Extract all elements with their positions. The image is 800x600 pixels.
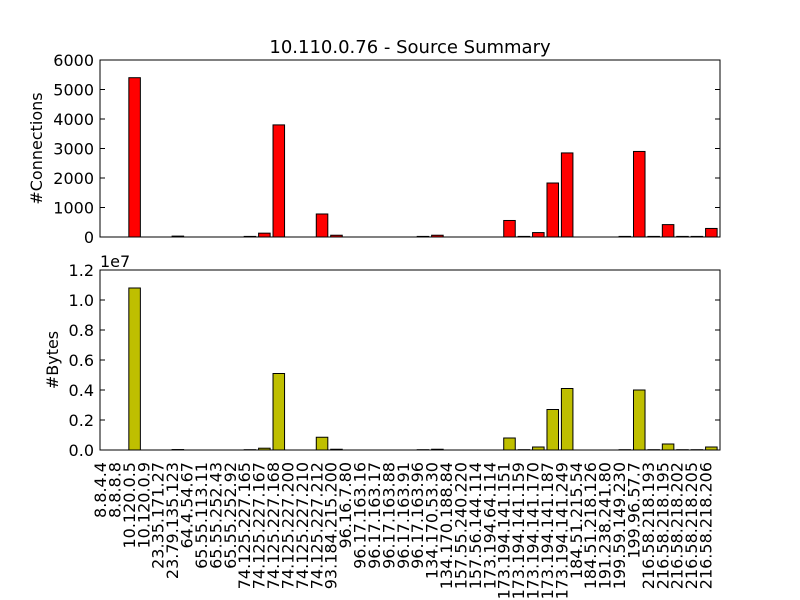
x-tick-label: 23.35.171.27 [149, 462, 168, 569]
x-tick-label: 173.194.141.187 [538, 462, 557, 599]
bar [546, 182, 560, 238]
y-tick-label: 4000 [53, 110, 94, 129]
x-tick-label: 173.194.141.249 [552, 462, 571, 599]
bar [661, 224, 675, 238]
x-tick-label: 173.194.141.170 [524, 462, 543, 599]
bar [128, 287, 141, 451]
bar [560, 388, 574, 451]
x-tick-label: 65.55.252.92 [221, 462, 240, 569]
y-tick-label: 1.2 [69, 261, 94, 280]
x-tick-label: 96.17.163.91 [394, 462, 413, 569]
bar [632, 150, 646, 238]
x-tick-label: 199.59.149.230 [610, 462, 629, 589]
bar [503, 219, 516, 238]
bar [560, 152, 574, 238]
x-tick-label: 65.55.113.11 [192, 462, 211, 569]
x-tick-label: 8.8.4.4 [91, 462, 110, 518]
x-tick-label: 216.58.218.193 [639, 462, 658, 589]
x-tick-label: 74.125.227.212 [307, 462, 326, 589]
x-tick-label: 216.58.218.205 [682, 462, 701, 589]
x-tick-label: 93.184.215.200 [322, 462, 341, 589]
y-tick-label: 3000 [53, 140, 94, 159]
y-tick-label: 0.4 [69, 381, 94, 400]
x-tick-label: 216.58.218.195 [653, 462, 672, 589]
x-tick-label: 96.17.163.96 [408, 462, 427, 569]
x-tick-label: 134.170.53.30 [423, 462, 442, 579]
x-tick-label: 216.58.218.202 [668, 462, 687, 589]
y-tick-label: 1.0 [69, 291, 94, 310]
x-tick-label: 173.194.141.159 [509, 462, 528, 599]
x-tick-label: 173.194.141.151 [495, 462, 514, 599]
y-tick-label: 0.0 [69, 441, 94, 460]
x-tick-label: 65.55.252.43 [206, 462, 225, 569]
y-tick-label: 1000 [53, 199, 94, 218]
x-tick-label: 157.56.144.114 [466, 462, 485, 589]
y-tick-label: 0.2 [69, 411, 94, 430]
x-tick-label: 173.194.64.114 [480, 462, 499, 589]
x-tick-label: 216.58.218.206 [697, 462, 716, 589]
bar [546, 409, 560, 451]
x-tick-label: 157.55.240.220 [451, 462, 470, 589]
x-tick-label: 74.125.227.165 [235, 462, 254, 589]
x-tick-label: 74.125.227.167 [250, 462, 269, 589]
x-tick-label: 8.8.8.8 [105, 462, 124, 518]
bar [258, 232, 271, 238]
x-tick-label: 23.79.135.123 [163, 462, 182, 579]
bar [632, 389, 646, 451]
y-tick-label: 0.6 [69, 351, 94, 370]
x-tick-label: 74.125.227.200 [278, 462, 297, 589]
x-tick-label: 184.51.215.54 [567, 462, 586, 579]
x-tick-label: 96.17.163.17 [365, 462, 384, 569]
x-tick-label: 96.16.7.80 [336, 462, 355, 549]
bar [315, 213, 329, 238]
y-axis-label: #Bytes [43, 331, 62, 389]
bar [272, 124, 286, 238]
x-tick-label: 191.238.241.80 [596, 462, 615, 589]
x-tick-label: 134.170.188.84 [437, 462, 456, 589]
y-tick-label: 0 [84, 228, 94, 247]
x-tick-label: 199.96.57.7 [624, 462, 643, 559]
x-tick-label: 74.125.227.210 [293, 462, 312, 589]
bar [128, 77, 141, 238]
x-tick-label: 10.120.0.9 [134, 462, 153, 549]
y-tick-label: 2000 [53, 169, 94, 188]
x-tick-label: 74.125.227.168 [264, 462, 283, 589]
y-tick-label: 5000 [53, 81, 94, 100]
x-tick-label: 184.51.218.126 [581, 462, 600, 589]
bar [532, 232, 545, 238]
y-tick-label: 6000 [53, 51, 94, 70]
bar [661, 443, 675, 451]
offset-text: 1e7 [100, 252, 130, 271]
x-tick-label: 96.17.163.88 [379, 462, 398, 569]
x-tick-label: 96.17.163.16 [351, 462, 370, 569]
y-axis-label: #Connections [27, 92, 46, 204]
bar [272, 373, 286, 451]
bar [503, 437, 516, 451]
x-tick-label: 64.4.54.67 [178, 462, 197, 549]
x-tick-label: 10.120.0.5 [120, 462, 139, 549]
y-tick-label: 0.8 [69, 321, 94, 340]
bar [315, 436, 329, 451]
chart-title: 10.110.0.76 - Source Summary [269, 37, 551, 58]
bar [705, 227, 718, 238]
